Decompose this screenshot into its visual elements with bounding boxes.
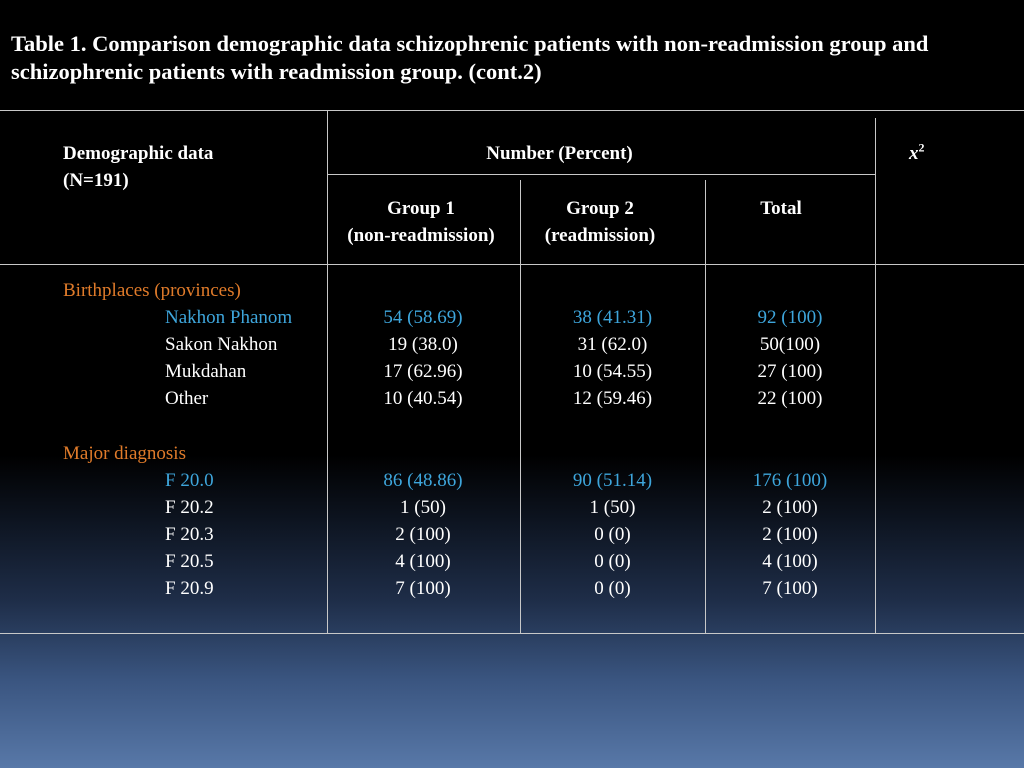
header-group2: Group 2 (readmission) bbox=[505, 195, 695, 249]
header-total: Total bbox=[760, 198, 802, 219]
row-label: Mukdahan bbox=[165, 361, 247, 382]
header-group2-line2: (readmission) bbox=[544, 225, 656, 246]
section-label-birthplaces: Birthplaces (provinces) bbox=[63, 280, 241, 301]
group2-value: 90 (51.14) bbox=[572, 470, 653, 491]
table-bottom-rule bbox=[0, 633, 1024, 634]
section-label-major-diagnosis: Major diagnosis bbox=[63, 443, 186, 464]
group1-value: 86 (48.86) bbox=[383, 470, 463, 491]
row-label: Other bbox=[165, 388, 209, 409]
table-row: Sakon Nakhon 19 (38.0) 31 (62.0) 50(100) bbox=[0, 331, 1024, 358]
table-row: F 20.5 4 (100) 0 (0) 4 (100) bbox=[0, 548, 1024, 575]
chi-square-symbol: x bbox=[909, 143, 919, 164]
total-value: 22 (100) bbox=[757, 388, 823, 409]
row-label: F 20.0 bbox=[165, 470, 214, 491]
header-chi-square: x2 bbox=[909, 140, 925, 167]
group2-value: 0 (0) bbox=[594, 578, 631, 599]
row-label: F 20.2 bbox=[165, 497, 214, 518]
table-row: Mukdahan 17 (62.96) 10 (54.55) 27 (100) bbox=[0, 358, 1024, 385]
total-value: 176 (100) bbox=[752, 470, 828, 491]
column-divider-group2 bbox=[520, 180, 521, 633]
header-demographic: Demographic data (N=191) bbox=[63, 140, 213, 194]
total-value: 27 (100) bbox=[757, 361, 823, 382]
row-label: F 20.5 bbox=[165, 551, 214, 572]
group1-value: 4 (100) bbox=[395, 551, 451, 572]
table-row: F 20.0 86 (48.86) 90 (51.14) 176 (100) bbox=[0, 467, 1024, 494]
table-row: Other 10 (40.54) 12 (59.46) 22 (100) bbox=[0, 385, 1024, 412]
column-divider-chi-square bbox=[875, 118, 876, 633]
table-title: Table 1. Comparison demographic data sch… bbox=[11, 31, 929, 84]
table-top-rule bbox=[0, 110, 1024, 111]
total-value: 4 (100) bbox=[762, 551, 818, 572]
header-group1: Group 1 (non-readmission) bbox=[327, 195, 515, 249]
row-label: Sakon Nakhon bbox=[165, 334, 278, 355]
row-label: Nakhon Phanom bbox=[165, 307, 293, 328]
header-bottom-rule bbox=[0, 264, 1024, 265]
subheader-rule bbox=[327, 174, 875, 175]
group2-value: 31 (62.0) bbox=[577, 334, 648, 355]
header-group1-line2: (non-readmission) bbox=[347, 225, 495, 246]
total-value: 50(100) bbox=[759, 334, 821, 355]
row-label: F 20.9 bbox=[165, 578, 214, 599]
group2-value: 12 (59.46) bbox=[572, 388, 653, 409]
group1-value: 10 (40.54) bbox=[383, 388, 463, 409]
table-row: Nakhon Phanom 54 (58.69) 38 (41.31) 92 (… bbox=[0, 304, 1024, 331]
total-value: 2 (100) bbox=[762, 524, 818, 545]
header-demographic-line2: (N=191) bbox=[63, 170, 129, 191]
table-row: F 20.9 7 (100) 0 (0) 7 (100) bbox=[0, 575, 1024, 602]
column-divider-demographic bbox=[327, 110, 328, 633]
total-value: 92 (100) bbox=[757, 307, 823, 328]
chi-square-exponent: 2 bbox=[918, 140, 925, 155]
group2-value: 0 (0) bbox=[594, 524, 631, 545]
header-group2-line1: Group 2 bbox=[566, 198, 634, 219]
column-divider-total bbox=[705, 180, 706, 633]
group2-value: 38 (41.31) bbox=[572, 307, 653, 328]
header-number-percent: Number (Percent) bbox=[486, 143, 633, 164]
header-demographic-line1: Demographic data bbox=[63, 143, 214, 164]
group1-value: 17 (62.96) bbox=[383, 361, 463, 382]
group2-value: 10 (54.55) bbox=[572, 361, 653, 382]
table-row: F 20.3 2 (100) 0 (0) 2 (100) bbox=[0, 521, 1024, 548]
group1-value: 54 (58.69) bbox=[383, 307, 463, 328]
total-value: 2 (100) bbox=[762, 497, 818, 518]
row-label: F 20.3 bbox=[165, 524, 214, 545]
group1-value: 7 (100) bbox=[395, 578, 451, 599]
total-value: 7 (100) bbox=[762, 578, 818, 599]
group2-value: 0 (0) bbox=[594, 551, 631, 572]
header-group1-line1: Group 1 bbox=[387, 198, 455, 219]
table-row: F 20.2 1 (50) 1 (50) 2 (100) bbox=[0, 494, 1024, 521]
group1-value: 19 (38.0) bbox=[388, 334, 458, 355]
group1-value: 1 (50) bbox=[400, 497, 446, 518]
group1-value: 2 (100) bbox=[395, 524, 451, 545]
group2-value: 1 (50) bbox=[589, 497, 636, 518]
